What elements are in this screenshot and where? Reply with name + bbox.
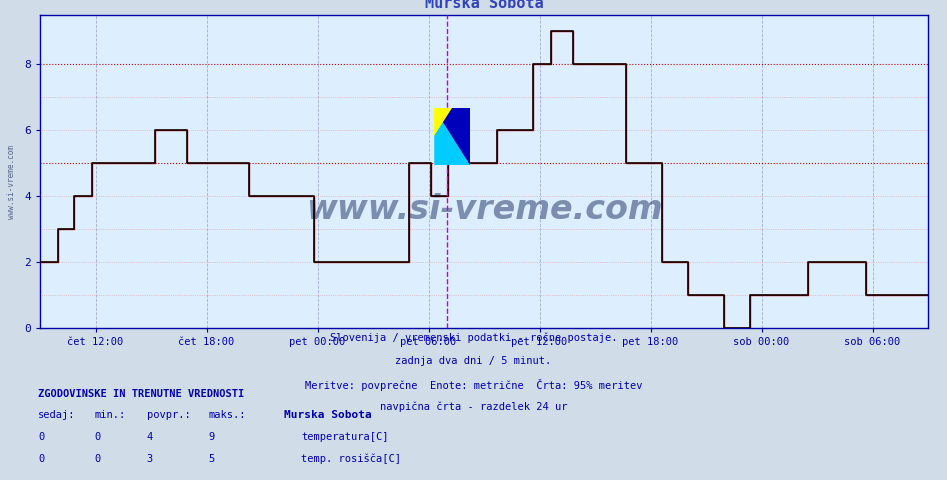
Text: Meritve: povprečne  Enote: metrične  Črta: 95% meritev: Meritve: povprečne Enote: metrične Črta:…: [305, 379, 642, 391]
Text: Murska Sobota: Murska Sobota: [284, 410, 372, 420]
Text: 3: 3: [147, 454, 153, 464]
Text: 0: 0: [95, 432, 101, 442]
Polygon shape: [435, 108, 471, 165]
Text: 0: 0: [95, 454, 101, 464]
Text: ZGODOVINSKE IN TRENUTNE VREDNOSTI: ZGODOVINSKE IN TRENUTNE VREDNOSTI: [38, 389, 244, 399]
Text: 4: 4: [147, 432, 153, 442]
Text: temp. rosišča[C]: temp. rosišča[C]: [301, 454, 402, 464]
Text: 0: 0: [38, 432, 45, 442]
Text: 5: 5: [208, 454, 215, 464]
Text: www.si-vreme.com: www.si-vreme.com: [7, 145, 16, 219]
Text: 9: 9: [208, 432, 215, 442]
Text: Slovenija / vremenski podatki - ročne postaje.: Slovenija / vremenski podatki - ročne po…: [330, 333, 617, 343]
Text: povpr.:: povpr.:: [147, 410, 190, 420]
Text: 0: 0: [38, 454, 45, 464]
Text: zadnja dva dni / 5 minut.: zadnja dva dni / 5 minut.: [396, 356, 551, 366]
Text: temperatura[C]: temperatura[C]: [301, 432, 388, 442]
Text: min.:: min.:: [95, 410, 126, 420]
Polygon shape: [435, 108, 471, 165]
Polygon shape: [435, 108, 453, 136]
Title: Murska Sobota: Murska Sobota: [424, 0, 544, 11]
Text: www.si-vreme.com: www.si-vreme.com: [306, 192, 662, 226]
Text: sedaj:: sedaj:: [38, 410, 76, 420]
Text: navpična črta - razdelek 24 ur: navpična črta - razdelek 24 ur: [380, 402, 567, 412]
Text: maks.:: maks.:: [208, 410, 246, 420]
